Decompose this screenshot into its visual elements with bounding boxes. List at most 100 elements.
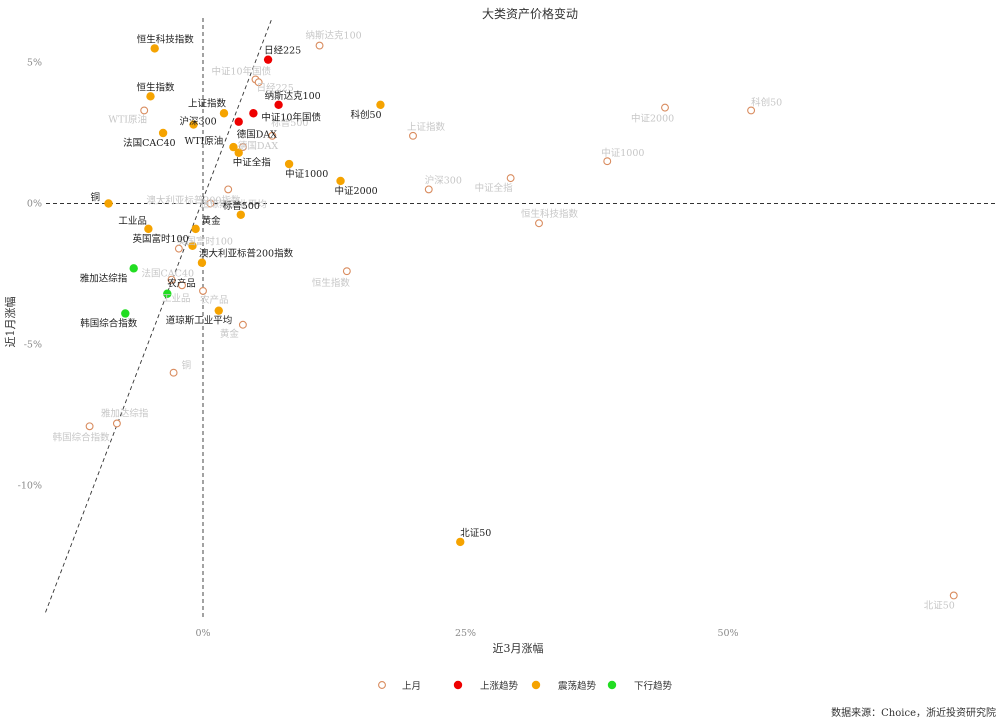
point-label-0-19: 农产品: [200, 294, 229, 306]
point-0-0: [315, 41, 324, 50]
point-3-2: [121, 309, 130, 318]
point-2-16: [214, 306, 223, 315]
point-0-22: [112, 419, 121, 428]
legend-label-3: 下行趋势: [634, 680, 673, 692]
legend-label-1: 上涨趋势: [480, 680, 519, 692]
legend-marker-1: [453, 680, 463, 690]
point-label-2-9: 科创50: [350, 109, 381, 121]
point-0-19: [199, 286, 207, 295]
point-label-0-18: 工业品: [162, 293, 191, 304]
point-2-14: [188, 241, 197, 250]
chart-title: 大类资产价格变动: [482, 6, 578, 21]
point-2-9: [376, 100, 385, 110]
point-0-5: [238, 143, 247, 152]
point-0-4: [140, 106, 149, 115]
point-label-2-7: 中证1000: [285, 168, 328, 180]
point-2-17: [456, 537, 465, 547]
point-label-2-6: 中证全指: [233, 157, 272, 169]
point-2-0: [150, 44, 159, 53]
point-2-12: [144, 224, 153, 234]
reference-lines: [45, 18, 998, 620]
y-tick-label: -5%: [24, 340, 42, 351]
point-label-0-17: 法国CAC40: [142, 268, 195, 280]
y-tick-label: 0%: [27, 199, 42, 210]
point-0-20: [238, 320, 247, 329]
point-1-2: [249, 109, 258, 118]
x-axis-title: 近3月涨幅: [493, 642, 544, 655]
point-2-6: [234, 148, 243, 157]
point-0-2: [254, 78, 263, 87]
point-3-0: [129, 264, 138, 273]
point-0-17: [167, 275, 176, 284]
point-2-11: [236, 210, 245, 219]
point-2-4: [158, 128, 168, 138]
point-0-13: [603, 157, 612, 166]
point-label-3-1: 农产品: [167, 278, 196, 290]
point-label-1-3: 德国DAX: [237, 129, 277, 141]
point-label-2-5: WTI原油: [184, 135, 223, 147]
point-label-1-1: 纳斯达克100: [265, 90, 321, 102]
point-label-0-13: 中证1000: [601, 147, 644, 159]
point-label-0-12: 科创50: [751, 96, 782, 108]
point-2-2: [219, 109, 229, 118]
legend-marker-3: [607, 680, 617, 690]
point-2-8: [336, 176, 345, 186]
point-0-9: [424, 185, 433, 194]
point-label-2-1: 恒生指数: [137, 81, 176, 93]
point-label-0-10: 中证全指: [475, 182, 514, 194]
point-label-0-7: 澳大利亚标普200指数: [146, 195, 241, 207]
point-2-1: [146, 92, 155, 101]
x-tick-label: 25%: [455, 628, 476, 639]
point-0-24: [949, 591, 958, 600]
point-0-18: [178, 281, 186, 290]
point-label-0-6: 道琼斯工业平均: [200, 198, 267, 210]
point-label-2-8: 中证2000: [335, 185, 378, 197]
point-label-2-12: 工业品: [118, 216, 147, 227]
point-0-8: [409, 131, 417, 140]
point-label-2-2: 上证指数: [188, 97, 227, 109]
legend-label-0: 上月: [402, 681, 421, 692]
point-0-12: [747, 106, 756, 115]
point-label-0-11: 中证2000: [631, 113, 674, 125]
point-3-1: [163, 289, 172, 298]
point-0-7: [206, 199, 215, 208]
point-2-10: [104, 199, 113, 208]
point-label-0-5: 德国DAX: [238, 140, 278, 152]
axis-ticks: 0% 25% 50% 5% 0% -5% -10%: [18, 58, 739, 640]
x-tick-label: 50%: [717, 628, 738, 639]
y-tick-label: -10%: [18, 481, 42, 492]
point-label-0-8: 上证指数: [407, 121, 446, 133]
point-2-15: [197, 258, 207, 267]
point-label-0-14: 恒生科技指数: [521, 208, 579, 220]
point-1-0: [263, 55, 273, 64]
point-0-15: [342, 267, 351, 276]
point-2-13: [191, 224, 200, 234]
point-label-2-13: 黄金: [202, 215, 222, 227]
point-0-6: [224, 185, 233, 194]
point-label-0-0: 纳斯达克100: [306, 30, 362, 42]
data-points: [85, 41, 958, 600]
point-1-1: [274, 100, 283, 110]
point-label-1-2: 中证10年国债: [261, 111, 321, 123]
point-label-0-24: 北证50: [924, 600, 955, 611]
point-label-0-23: 韩国综合指数: [53, 431, 111, 443]
point-label-2-0: 恒生科技指数: [137, 33, 195, 45]
point-0-3: [268, 131, 277, 140]
source-note: 数据来源：Choice，浙近投资研究院: [831, 706, 996, 719]
x-tick-label: 0%: [195, 628, 210, 639]
point-label-0-20: 黄金: [220, 328, 240, 340]
point-label-3-2: 韩国综合指数: [80, 317, 138, 329]
point-label-0-2: 日经225: [257, 82, 294, 94]
point-label-2-3: 沪深300: [180, 116, 217, 128]
legend-marker-2: [531, 680, 541, 690]
point-label-1-0: 日经225: [264, 45, 301, 57]
point-label-0-3: 标普500: [271, 117, 308, 129]
point-label-2-10: 铜: [91, 192, 101, 204]
data-labels: 纳斯达克100中证10年国债日经225标普500WTI原油德国DAX道琼斯工业平…: [53, 30, 955, 612]
point-0-21: [169, 368, 178, 377]
point-label-0-9: 沪深300: [425, 174, 462, 186]
legend: 上月 上涨趋势 震荡趋势 下行趋势: [378, 680, 673, 692]
point-label-2-14: 英国富时100: [133, 233, 189, 245]
point-2-5: [229, 142, 238, 152]
point-0-11: [661, 103, 669, 112]
